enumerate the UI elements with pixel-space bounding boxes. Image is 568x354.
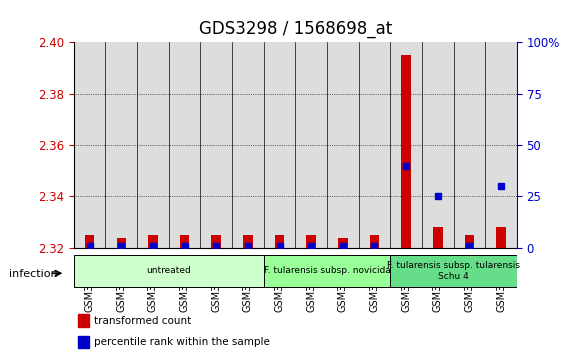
Bar [148, 235, 158, 248]
Text: percentile rank within the sample: percentile rank within the sample [94, 337, 270, 347]
Bar [327, 42, 358, 248]
Bar [85, 235, 94, 248]
Bar [264, 42, 295, 248]
Bar [74, 42, 106, 248]
Text: F. tularensis subsp. novicida: F. tularensis subsp. novicida [264, 266, 390, 275]
Bar [390, 42, 422, 248]
Bar [78, 314, 89, 327]
Bar [433, 227, 442, 248]
Bar [106, 42, 137, 248]
Bar [211, 235, 221, 248]
Text: F. tularensis subsp. tularensis
Schu 4: F. tularensis subsp. tularensis Schu 4 [387, 261, 520, 280]
Bar [358, 42, 390, 248]
Bar [169, 42, 201, 248]
Bar [78, 336, 89, 348]
Bar [243, 235, 253, 248]
Bar [295, 42, 327, 248]
Bar [370, 235, 379, 248]
Bar [402, 55, 411, 248]
Bar [137, 42, 169, 248]
FancyBboxPatch shape [74, 255, 264, 287]
Bar [232, 42, 264, 248]
Title: GDS3298 / 1568698_at: GDS3298 / 1568698_at [199, 21, 392, 39]
Bar [496, 227, 506, 248]
Bar [306, 235, 316, 248]
Bar [201, 42, 232, 248]
FancyBboxPatch shape [264, 255, 390, 287]
Bar [275, 235, 284, 248]
Bar [465, 235, 474, 248]
Bar [116, 238, 126, 248]
Text: transformed count: transformed count [94, 316, 191, 326]
Bar [422, 42, 454, 248]
Text: untreated: untreated [147, 266, 191, 275]
Bar [454, 42, 485, 248]
FancyBboxPatch shape [390, 255, 517, 287]
Bar [485, 42, 517, 248]
Text: infection: infection [9, 269, 57, 279]
Bar [180, 235, 189, 248]
Bar [338, 238, 348, 248]
